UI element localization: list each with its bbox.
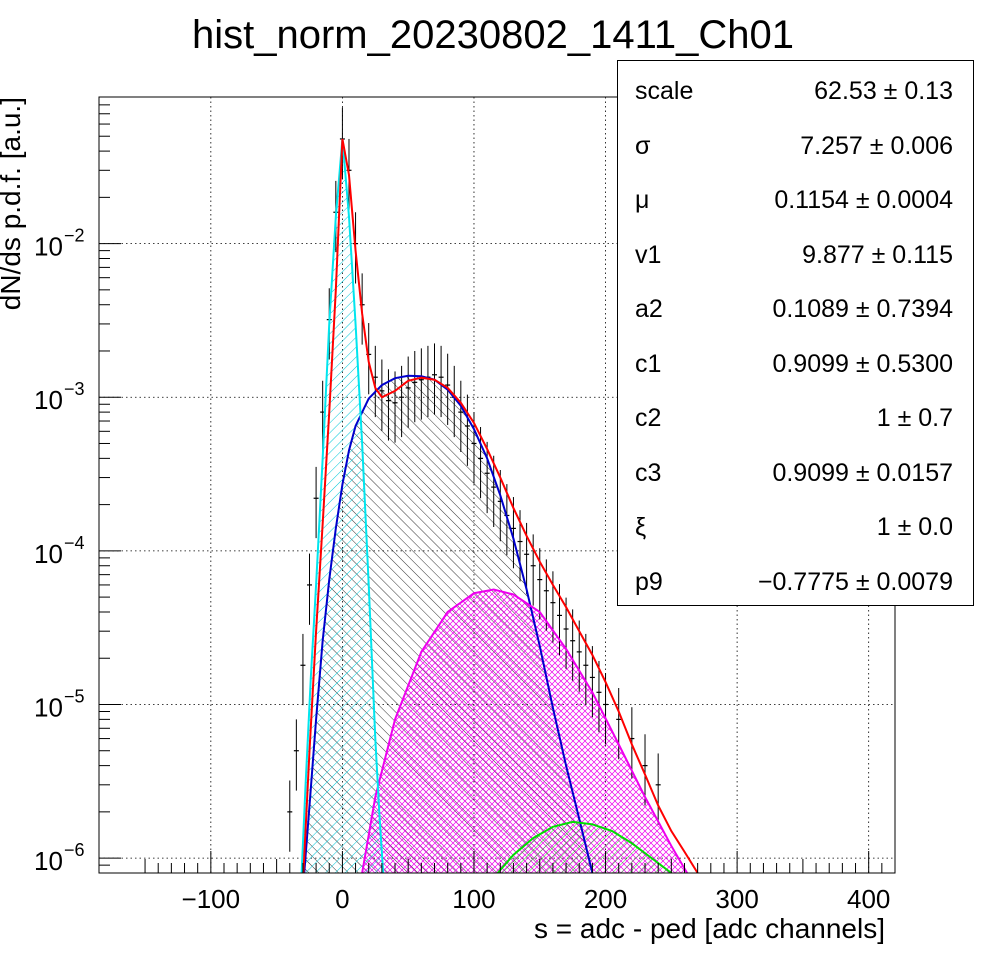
fit-curve — [496, 820, 672, 873]
x-tick-label: 200 — [584, 884, 627, 914]
fit-parameter-name: σ — [635, 131, 651, 160]
fit-parameter-value: −0.7775 ± 0.0079 — [757, 567, 953, 596]
x-tick-labels: −100 0 100 200 300 400 — [182, 884, 891, 914]
axis-ticks — [99, 96, 896, 874]
fit-parameters-box: scale 62.53 ± 0.13 σ 7.257 ± 0.006 μ 0.1154 ±… — [617, 60, 974, 606]
x-axis-title: s = adc - ped [adc channels] — [534, 913, 885, 944]
fit-parameter-name: p9 — [635, 567, 663, 596]
fit-parameter-value: 1 ± 0.7 — [876, 404, 953, 432]
y-tick-label: 10 — [34, 692, 63, 722]
fit-parameter-name: ξ — [635, 513, 647, 541]
y-tick-label: 10 — [34, 539, 63, 569]
fit-parameter-value: 0.1154 ± 0.0004 — [774, 186, 953, 214]
x-tick-label: −100 — [182, 884, 241, 914]
fit-parameter-row: ξ 1 ± 0.0 — [618, 497, 973, 551]
y-tick-label: 10 — [34, 846, 63, 876]
fit-parameter-row: p9 −0.7775 ± 0.0079 — [618, 552, 973, 606]
x-tick-label: 300 — [715, 884, 758, 914]
y-tick-exponent: −5 — [64, 686, 85, 706]
y-tick-label: 10 — [34, 385, 63, 415]
x-tick-label: 100 — [452, 884, 495, 914]
fit-parameter-row: c2 1 ± 0.7 — [618, 388, 973, 442]
fit-parameter-value: 7.257 ± 0.006 — [800, 131, 953, 160]
y-axis-title: dN/ds p.d.f. [a.u.] — [0, 97, 26, 310]
fit-parameter-row: c3 0.9099 ± 0.0157 — [618, 443, 973, 497]
fit-parameter-row: σ 7.257 ± 0.006 — [618, 116, 973, 170]
fit-parameter-value: 0.1089 ± 0.7394 — [772, 295, 953, 323]
y-tick-exponent: −6 — [64, 840, 85, 860]
fit-parameter-row: v1 9.877 ± 0.115 — [618, 225, 973, 279]
fit-parameter-value: 9.877 ± 0.115 — [802, 240, 953, 269]
fit-parameter-value: 0.9099 ± 0.0157 — [772, 458, 953, 487]
y-tick-exponent: −4 — [64, 533, 85, 553]
fit-parameter-name: c1 — [635, 349, 662, 378]
fit-parameter-name: a2 — [635, 295, 663, 323]
component-fill — [362, 589, 688, 873]
fit-parameter-value: 0.9099 ± 0.5300 — [772, 349, 953, 378]
fit-parameter-row: a2 0.1089 ± 0.7394 — [618, 279, 973, 333]
fit-parameter-value: 1 ± 0.0 — [876, 513, 953, 541]
y-tick-label: 10 — [34, 232, 63, 262]
chart-title: hist_norm_20230802_1411_Ch01 — [192, 13, 794, 57]
fit-curve — [303, 374, 594, 873]
fit-parameter-name: scale — [635, 77, 694, 105]
fit-parameter-name: c3 — [635, 458, 662, 487]
fit-parameter-value: 62.53 ± 0.13 — [814, 77, 953, 105]
fit-parameter-row: μ 0.1154 ± 0.0004 — [618, 170, 973, 224]
fit-parameter-row: scale 62.53 ± 0.13 — [618, 61, 973, 115]
y-tick-exponent: −3 — [64, 379, 85, 399]
fit-curves — [300, 138, 699, 873]
fit-parameter-row: c1 0.9099 ± 0.5300 — [618, 334, 973, 388]
fit-curve — [361, 588, 688, 873]
component-fill — [301, 138, 384, 873]
x-tick-label: 0 — [335, 884, 349, 914]
y-tick-labels: 10−610−510−410−310−2 — [34, 226, 85, 877]
x-tick-label: 400 — [847, 884, 890, 914]
fit-parameter-name: v1 — [635, 240, 662, 269]
fit-parameter-name: μ — [635, 186, 650, 214]
y-tick-exponent: −2 — [64, 226, 85, 246]
fit-curve — [302, 138, 699, 873]
fit-parameter-name: c2 — [635, 404, 662, 432]
